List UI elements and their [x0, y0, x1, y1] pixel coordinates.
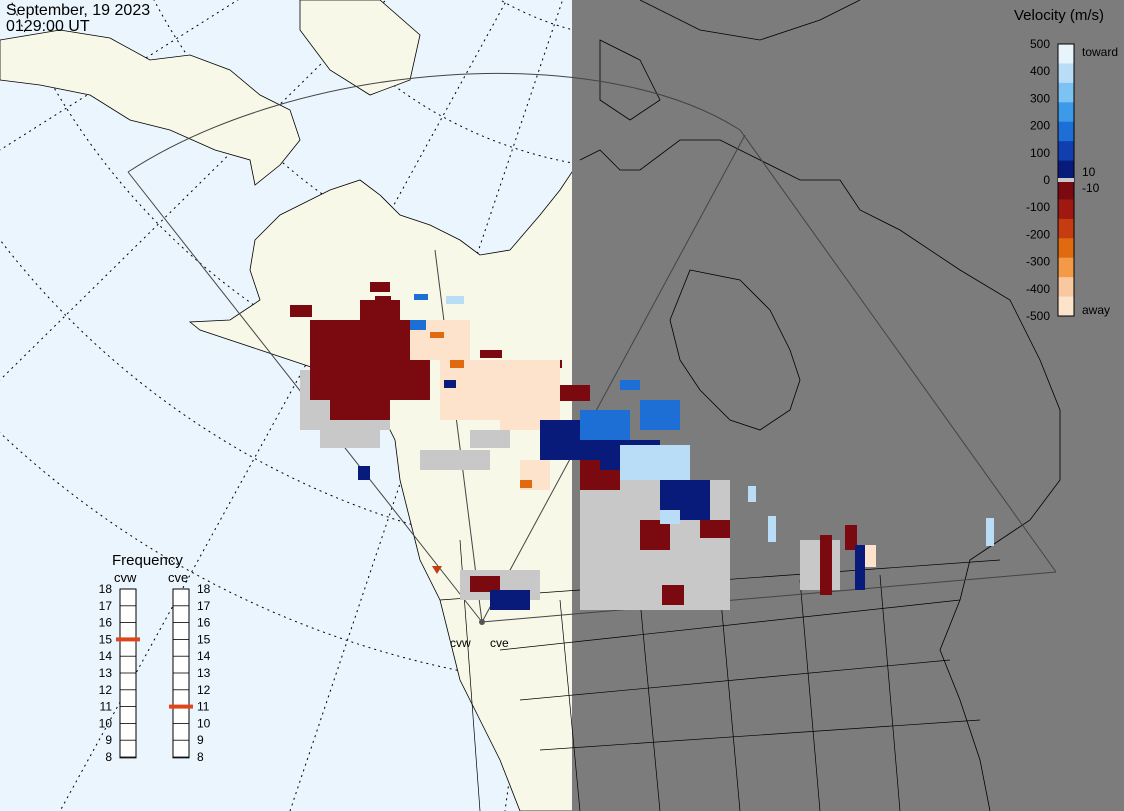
- frequency-tick-label: 9: [105, 733, 112, 747]
- radar-site-label-cve: cve: [490, 636, 509, 650]
- velocity-tick-label: 0: [1043, 173, 1050, 187]
- frequency-tick-label: 17: [197, 599, 211, 613]
- velocity-tick-label: 100: [1030, 146, 1050, 160]
- velocity-color-step: [1058, 296, 1074, 317]
- frequency-tick-label: 16: [197, 616, 211, 630]
- velocity-color-step: [1058, 277, 1074, 298]
- siberia-coast: [0, 29, 301, 186]
- frequency-bar-frame: [119, 588, 137, 759]
- night-coastline: [579, 139, 1061, 811]
- frequency-tick-label: 10: [197, 716, 211, 730]
- radar-site-marker: [479, 619, 485, 625]
- velocity-tick-labels: 500 400 300 200 100 0 -100 -200 -300 -400 -500: [1026, 37, 1050, 323]
- frequency-tick-label: 11: [100, 700, 113, 714]
- plus-ten-label: 10: [1082, 165, 1096, 179]
- velocity-tick-label: -400: [1026, 282, 1050, 296]
- velocity-color-step: [1058, 121, 1074, 142]
- red-marker: [432, 566, 442, 574]
- velocity-tick-label: 400: [1030, 64, 1050, 78]
- velocity-tick-label: -200: [1026, 227, 1050, 241]
- frequency-tick-label: 14: [197, 649, 211, 663]
- velocity-color-step: [1058, 257, 1074, 278]
- frequency-tick-label: 12: [197, 683, 211, 697]
- frequency-tick-label: 10: [99, 716, 113, 730]
- frequency-tick-label: 8: [197, 750, 204, 764]
- velocity-color-bar: [1057, 43, 1075, 317]
- frequency-marker: [169, 704, 193, 709]
- velocity-color-step: [1058, 82, 1074, 103]
- frequency-bar-cvw: 18 17 16 15 14 13 12 11 10 9 8: [99, 582, 140, 764]
- minus-ten-label: -10: [1082, 181, 1100, 195]
- frequency-tick-label: 14: [99, 649, 113, 663]
- velocity-color-step: [1058, 63, 1074, 84]
- frequency-tick-label: 13: [197, 666, 211, 680]
- frequency-bar-frame: [172, 588, 190, 759]
- velocity-tick-label: 500: [1030, 37, 1050, 51]
- velocity-color-step: [1058, 238, 1074, 259]
- velocity-toward-light: [446, 296, 994, 546]
- velocity-color-step: [1058, 180, 1074, 200]
- velocity-tick-label: -300: [1026, 255, 1050, 269]
- frequency-bar-cve: 18 17 16 15 14 13 12 11 10 9 8: [169, 582, 211, 764]
- frequency-tick-label: 12: [99, 683, 113, 697]
- arctic-island-outline: [599, 39, 661, 121]
- frequency-marker: [116, 637, 140, 642]
- velocity-color-step: [1058, 102, 1074, 123]
- frequency-tick-label: 13: [99, 666, 113, 680]
- velocity-away-mid: [430, 332, 532, 488]
- away-label: away: [1082, 303, 1110, 317]
- velocity-color-step: [1058, 160, 1074, 181]
- radar-site-label-cvw: cvw: [450, 636, 471, 650]
- velocity-tick-label: -500: [1026, 309, 1050, 323]
- frequency-tick-label: 17: [99, 599, 113, 613]
- velocity-scale-title: Velocity (m/s): [1014, 7, 1104, 24]
- frequency-tick-label: 16: [99, 616, 113, 630]
- frequency-title: Frequency: [112, 552, 183, 569]
- velocity-toward-mid: [410, 294, 680, 440]
- velocity-color-step: [1058, 218, 1074, 239]
- frequency-radar-cvw: cvw: [114, 570, 137, 585]
- frequency-tick-label: 18: [197, 582, 211, 596]
- arctic-island: [299, 0, 421, 96]
- frequency-tick-label: 9: [197, 733, 204, 747]
- frequency-radar-cve: cve: [168, 570, 188, 585]
- frequency-tick-label: 18: [99, 582, 113, 596]
- frequency-tick-label: 11: [197, 700, 210, 714]
- velocity-scale: Velocity (m/s) 500 400 300 200 100 0 -100 -200 -…: [1014, 7, 1118, 323]
- velocity-zero-band: [1058, 178, 1074, 182]
- frequency-tick-label: 15: [99, 632, 113, 646]
- frequency-panel: Frequency cvw cve 18 17 16 15 14 13 12 11 10 9 8 1…: [99, 552, 211, 764]
- velocity-tick-label: 200: [1030, 119, 1050, 133]
- velocity-tick-label: -100: [1026, 200, 1050, 214]
- velocity-color-step: [1058, 44, 1074, 64]
- hudson-bay-outline: [669, 269, 801, 431]
- velocity-tick-label: 300: [1030, 91, 1050, 105]
- time-label: 0129:00 UT: [6, 18, 90, 35]
- greenland-outline: [639, 0, 861, 41]
- velocity-color-step: [1058, 199, 1074, 220]
- frequency-tick-label: 15: [197, 632, 211, 646]
- toward-label: toward: [1082, 45, 1118, 59]
- frequency-tick-label: 8: [105, 750, 112, 764]
- date-label: September, 19 2023: [6, 2, 151, 19]
- velocity-color-step: [1058, 141, 1074, 162]
